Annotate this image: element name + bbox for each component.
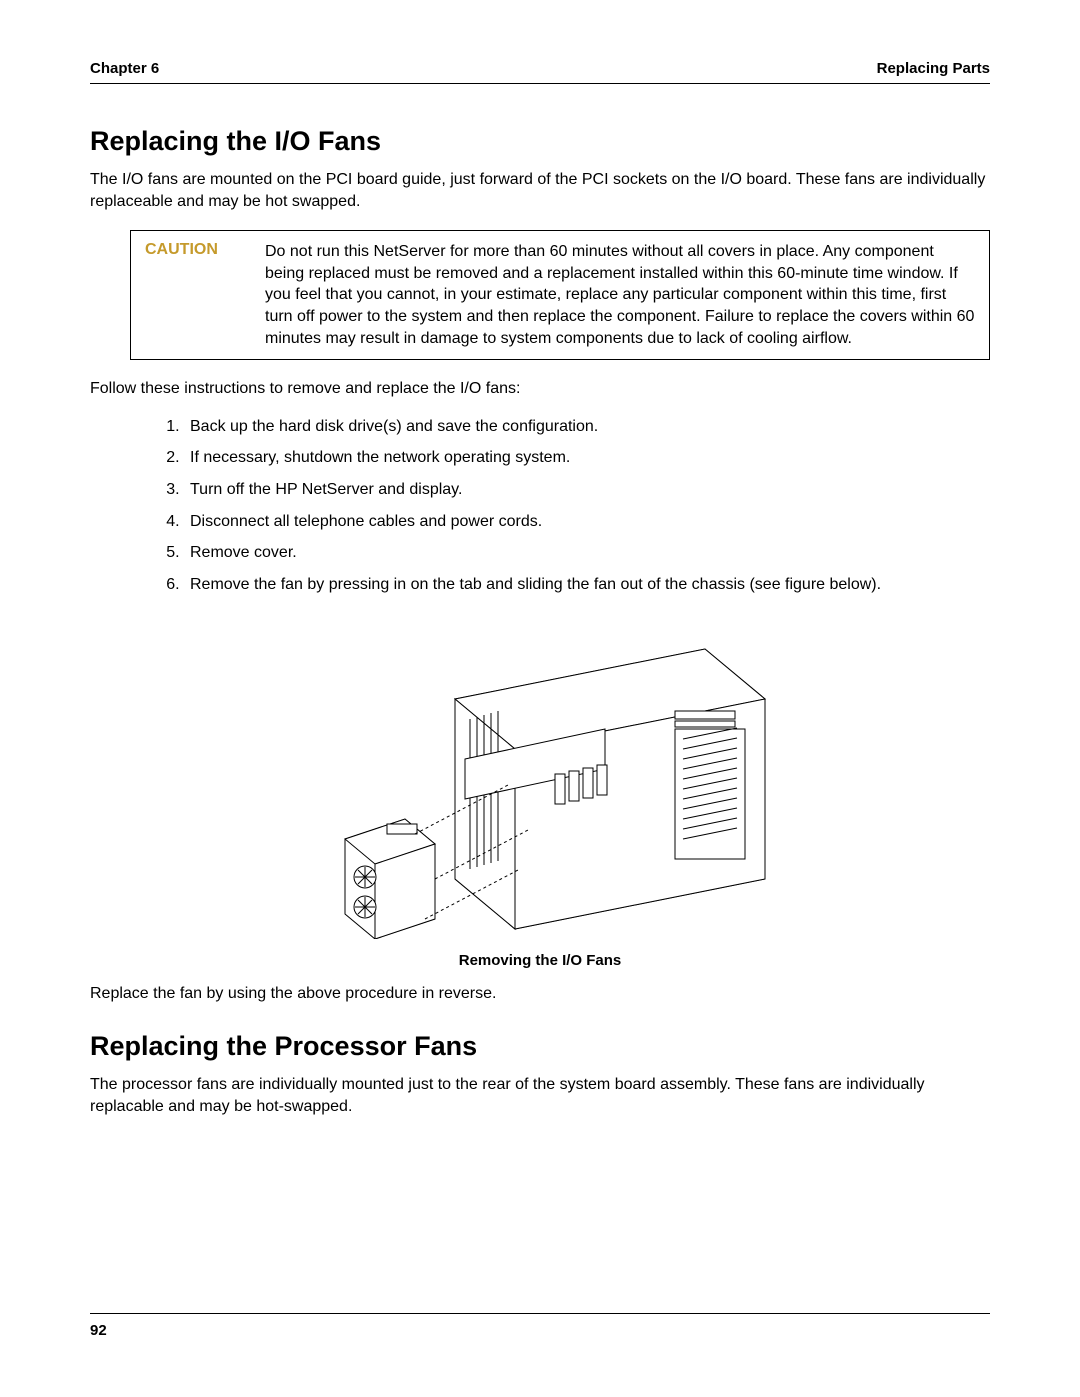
header-section: Replacing Parts [877, 60, 990, 77]
caution-label: CAUTION [145, 241, 235, 349]
caution-text: Do not run this NetServer for more than … [265, 241, 975, 349]
steps-list: Back up the hard disk drive(s) and save … [160, 416, 990, 596]
page-header: Chapter 6 Replacing Parts [90, 60, 990, 77]
step-item: Back up the hard disk drive(s) and save … [184, 416, 990, 438]
diagram-svg [305, 619, 775, 939]
after-figure-text: Replace the fan by using the above proce… [90, 983, 990, 1005]
steps-intro: Follow these instructions to remove and … [90, 378, 990, 400]
page-number: 92 [90, 1322, 990, 1339]
section1-title: Replacing the I/O Fans [90, 126, 990, 157]
step-item: Remove cover. [184, 542, 990, 564]
section2-title: Replacing the Processor Fans [90, 1031, 990, 1062]
section2-intro: The processor fans are individually moun… [90, 1074, 990, 1117]
header-chapter: Chapter 6 [90, 60, 159, 77]
figure-caption: Removing the I/O Fans [90, 952, 990, 969]
figure-io-fans: Removing the I/O Fans [90, 619, 990, 969]
step-item: Remove the fan by pressing in on the tab… [184, 574, 990, 596]
step-item: If necessary, shutdown the network opera… [184, 447, 990, 469]
caution-box: CAUTION Do not run this NetServer for mo… [130, 230, 990, 360]
section1-intro: The I/O fans are mounted on the PCI boar… [90, 169, 990, 212]
footer-rule [90, 1313, 990, 1314]
header-rule [90, 83, 990, 84]
step-item: Disconnect all telephone cables and powe… [184, 511, 990, 533]
step-item: Turn off the HP NetServer and display. [184, 479, 990, 501]
